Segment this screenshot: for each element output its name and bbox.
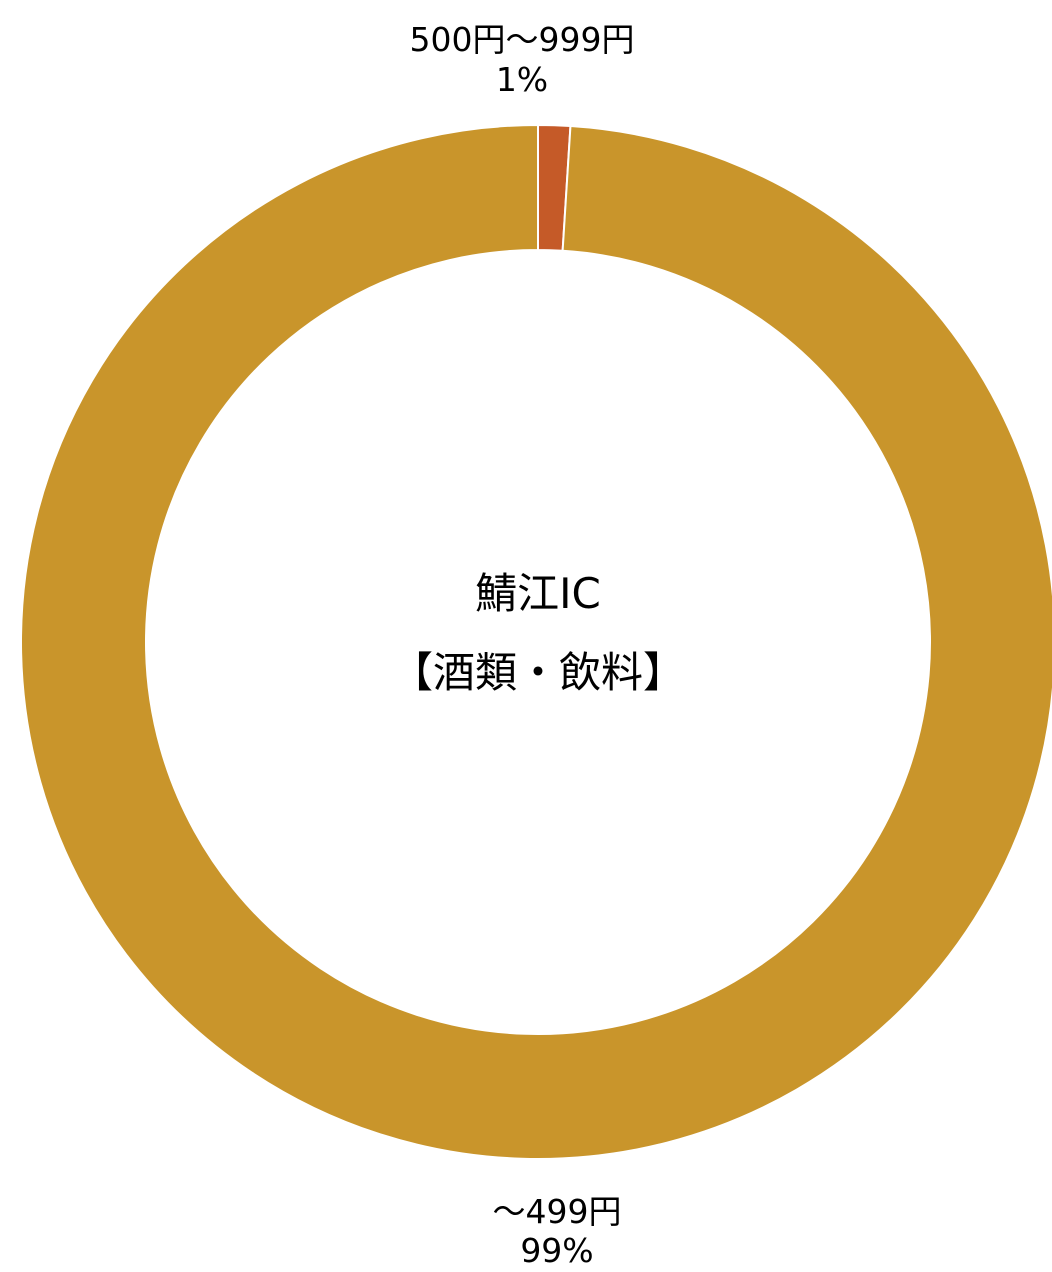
slice-label-percent: 99% (520, 1231, 593, 1267)
chart-subtitle: 【酒類・飲料】 (391, 648, 685, 697)
chart-title: 鯖江IC (475, 569, 601, 618)
slice-group (20, 123, 1052, 1160)
slice-label-under-499: ～499円 99% (493, 1192, 622, 1270)
slice-label-category: 500円～999円 (410, 20, 635, 59)
slice-label-category: ～499円 (493, 1192, 622, 1231)
slice-label-percent: 1% (496, 60, 548, 99)
donut-slice-1 (20, 123, 1052, 1160)
slice-label-500-999: 500円～999円 1% (410, 20, 635, 99)
